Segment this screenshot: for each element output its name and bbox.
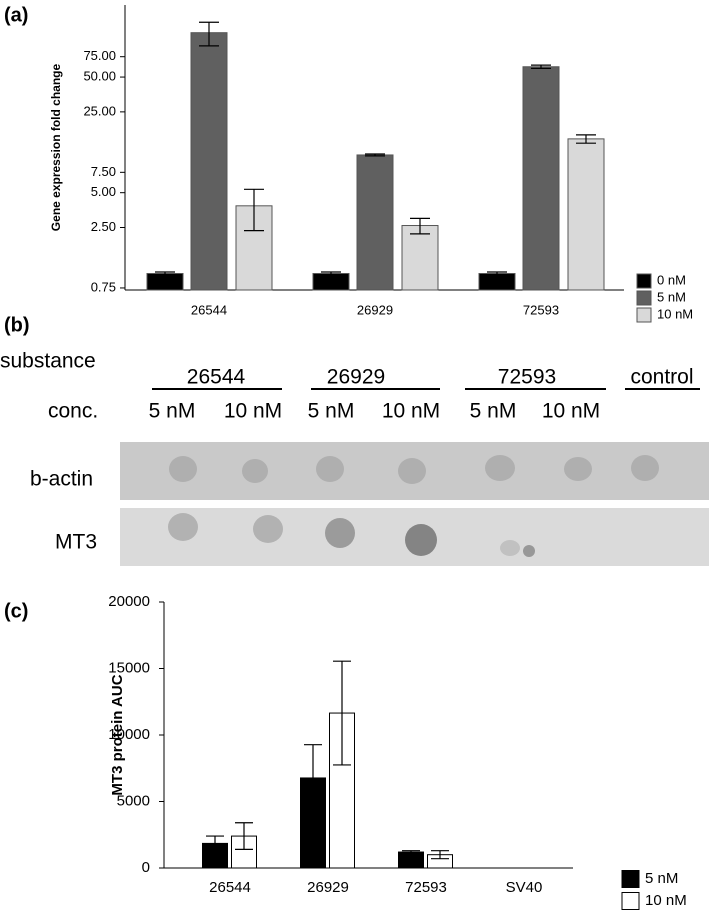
group-label: 26544: [187, 366, 246, 389]
substance-label: substance: [0, 350, 96, 373]
bar: [356, 154, 394, 291]
y-tick-label: 10000: [108, 726, 150, 743]
y-tick-label: 7.50: [91, 164, 116, 179]
row-label: b-actin: [30, 468, 93, 491]
panel-label: (c): [4, 600, 28, 622]
bar: [398, 851, 424, 869]
conc-value: 5 nM: [308, 400, 355, 423]
y-tick-label: 0: [142, 859, 150, 876]
bar: [146, 273, 184, 291]
conc-label: conc.: [48, 400, 98, 423]
legend-label: 10 nM: [657, 306, 693, 321]
x-tick-label: 72593: [523, 302, 559, 317]
conc-value: 5 nM: [470, 400, 517, 423]
blot-spots: [168, 455, 659, 557]
error-bar: [304, 744, 322, 812]
legend-label: 5 nM: [645, 870, 678, 887]
legend-label: 10 nM: [645, 892, 687, 909]
group-label: 26929: [327, 366, 385, 389]
error-bar: [199, 21, 219, 47]
legend-swatch: [636, 273, 652, 289]
x-tick-label: 26544: [209, 879, 251, 896]
y-tick-label: 0.75: [91, 279, 116, 294]
bar: [401, 225, 439, 291]
legend-swatch: [636, 307, 652, 323]
legend-swatch: [636, 290, 652, 306]
panel-label: (b): [4, 314, 30, 336]
error-bar: [576, 134, 596, 144]
x-tick-label: 26929: [357, 302, 393, 317]
error-bar: [206, 835, 224, 852]
y-tick-label: 2.50: [91, 219, 116, 234]
group-label: control: [630, 366, 693, 389]
y-tick-label: 50.00: [83, 69, 116, 84]
conc-value: 10 nM: [542, 400, 600, 423]
error-bar: [235, 822, 253, 850]
error-bar: [431, 850, 449, 860]
bar: [190, 32, 228, 291]
error-bar: [244, 188, 264, 232]
y-tick-label: 5.00: [91, 184, 116, 199]
legend-swatch: [621, 892, 640, 910]
group-label: 72593: [498, 366, 556, 389]
y-axis-label: Gene expression fold change: [49, 63, 63, 231]
legend-label: 0 nM: [657, 272, 686, 287]
conc-value: 5 nM: [149, 400, 196, 423]
x-tick-label: 26544: [191, 302, 227, 317]
error-bar: [321, 271, 341, 276]
error-bar: [487, 271, 507, 276]
error-bar: [333, 660, 351, 766]
blot-panel: substance conc. 26544 26929 72593 contro…: [0, 350, 709, 566]
x-tick-label: SV40: [506, 879, 543, 896]
panel-label: (a): [4, 4, 28, 26]
bar: [478, 273, 516, 291]
bar: [567, 138, 605, 291]
y-tick-label: 20000: [108, 593, 150, 610]
bar: [522, 66, 560, 291]
conc-value: 10 nM: [224, 400, 282, 423]
row-label: MT3: [55, 531, 97, 554]
x-tick-label: 26929: [307, 879, 349, 896]
error-bar: [155, 271, 175, 276]
y-tick-label: 25.00: [83, 103, 116, 118]
x-tick-label: 72593: [405, 879, 447, 896]
error-bar: [531, 64, 551, 70]
y-axis-label: MT3 protein AUC: [109, 674, 126, 795]
y-tick-label: 75.00: [83, 48, 116, 63]
conc-value: 10 nM: [382, 400, 440, 423]
error-bar: [365, 153, 385, 157]
bar: [312, 273, 350, 291]
legend-label: 5 nM: [657, 289, 686, 304]
legend-swatch: [621, 870, 640, 888]
y-tick-label: 5000: [117, 792, 150, 809]
error-bar: [402, 850, 420, 854]
error-bar: [410, 217, 430, 235]
y-tick-label: 15000: [108, 659, 150, 676]
